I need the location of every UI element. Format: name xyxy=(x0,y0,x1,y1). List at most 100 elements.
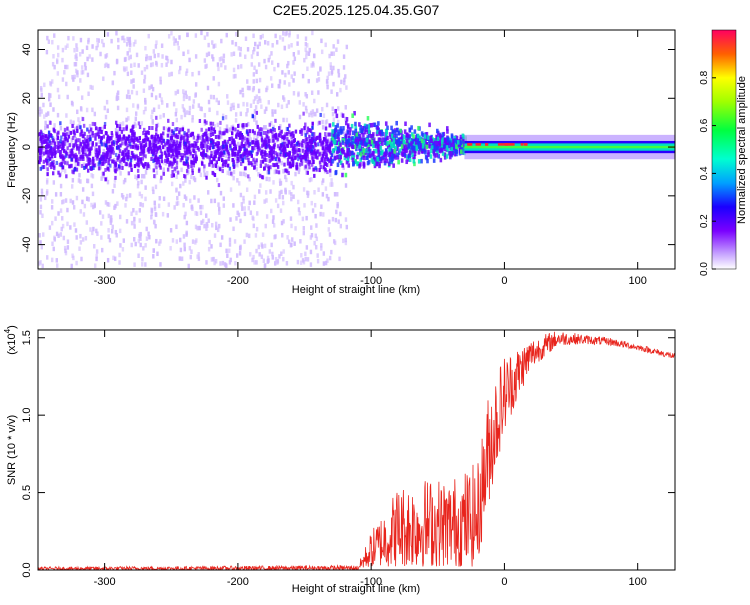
spectrogram-cell xyxy=(65,141,68,146)
spectrogram-cell xyxy=(145,54,148,59)
spectrogram-cell xyxy=(344,183,348,188)
spectrogram-cell xyxy=(92,163,96,168)
spectrogram-cell xyxy=(128,47,131,53)
spectrogram-cell xyxy=(365,124,369,129)
spectrogram-cell xyxy=(175,224,178,230)
spectrogram-cell xyxy=(334,169,338,175)
spectrogram-cell xyxy=(460,147,464,152)
spectrogram-cell xyxy=(290,131,294,136)
spectrogram-cell xyxy=(271,219,275,224)
spectrogram-cell xyxy=(320,156,324,161)
spectrogram-cell xyxy=(62,157,65,162)
spectrogram-cell xyxy=(100,221,103,226)
spectrogram-cell xyxy=(101,126,104,132)
spectrogram-cell xyxy=(77,117,80,122)
spectrogram-cell xyxy=(64,150,67,155)
spectrogram-cell xyxy=(48,163,51,168)
spectrogram-cell xyxy=(120,35,124,41)
spectrogram-cell xyxy=(271,251,274,257)
spectrogram-cell xyxy=(256,133,259,139)
spectrogram-cell xyxy=(162,138,165,143)
spectrogram-cell xyxy=(38,156,42,161)
spectrogram-cell xyxy=(277,133,281,138)
spectrogram-cell xyxy=(225,32,228,38)
spectrogram-cell xyxy=(297,207,301,212)
spectrogram-cell xyxy=(413,151,417,157)
spectrogram-cell xyxy=(170,164,174,169)
spectrogram-cell xyxy=(140,121,144,126)
spectrogram-cell xyxy=(253,109,257,114)
spectrogram-cell xyxy=(184,90,187,96)
spectrogram-cell xyxy=(118,126,122,131)
spectrogram-cell xyxy=(338,158,341,163)
spectrogram-cell xyxy=(232,138,235,143)
spectrogram-cell xyxy=(141,262,144,267)
spectrogram-cell xyxy=(151,186,155,192)
spectrogram-cell xyxy=(165,62,168,67)
spectrogram-cell xyxy=(197,252,200,257)
spectrogram-cell xyxy=(324,260,328,266)
spectrogram-cell xyxy=(211,163,215,168)
spectrogram-cell xyxy=(187,140,191,145)
spectrogram-cell xyxy=(172,141,175,146)
spectrogram-cell xyxy=(253,115,257,120)
spectrogram-cell xyxy=(50,150,54,155)
spectrogram-cell xyxy=(63,160,67,165)
spectrogram-cell xyxy=(198,118,202,123)
spectrogram-cell xyxy=(421,144,425,149)
spectrogram-cell xyxy=(347,150,351,155)
spectrogram-cell xyxy=(55,145,58,150)
spectrogram-cell xyxy=(253,146,256,151)
spectrogram-cell xyxy=(243,239,246,244)
spectrogram-cell xyxy=(197,198,200,203)
spectrogram-cell xyxy=(439,157,443,163)
spectrogram-cell xyxy=(75,260,78,266)
spectrogram-cell xyxy=(310,225,313,230)
spectrogram-cell xyxy=(134,39,137,45)
spectrogram-cell xyxy=(85,45,89,51)
spectrogram-cell xyxy=(75,126,79,131)
spectrogram-cell xyxy=(104,200,108,205)
spectrogram-cell xyxy=(264,223,267,229)
spectrogram-cell xyxy=(251,257,254,263)
spectrogram-cell xyxy=(284,72,287,78)
spectrogram-cell xyxy=(354,121,357,127)
spectrogram-cell xyxy=(103,63,107,69)
spectrogram-cell xyxy=(421,146,425,152)
spectrogram-cell xyxy=(114,229,118,235)
spectrogram-cell xyxy=(190,164,193,169)
spectrogram-cell xyxy=(175,133,178,138)
spectrogram-xtick-label: -100 xyxy=(360,275,382,287)
spectrogram-cell xyxy=(51,61,55,67)
spectrogram-cell xyxy=(50,161,53,166)
spectrogram-cell xyxy=(246,79,249,84)
spectrogram-cell xyxy=(142,152,146,157)
spectrogram-cell xyxy=(95,132,98,137)
spectrogram-cell xyxy=(59,125,63,131)
spectrogram-cell xyxy=(78,172,81,178)
spectrogram-cell xyxy=(230,52,233,57)
spectrogram-cell xyxy=(368,153,372,159)
spectrogram-cell xyxy=(264,190,268,195)
spectrogram-cell xyxy=(312,132,316,137)
spectrogram-cell xyxy=(152,142,156,147)
spectrogram-cell xyxy=(246,121,250,127)
spectrogram-cell xyxy=(182,144,186,149)
spectrogram-cell xyxy=(335,113,339,119)
spectrogram-cell xyxy=(352,152,356,157)
spectrogram-cell xyxy=(120,161,123,167)
spectrogram-cell xyxy=(216,122,220,128)
spectrogram-cell xyxy=(278,128,281,134)
spectrogram-cell xyxy=(216,144,219,149)
spectrogram-cell xyxy=(209,94,213,100)
spectrogram-cell xyxy=(313,173,316,178)
spectrogram-cell xyxy=(153,200,156,206)
spectrogram-cell xyxy=(390,133,394,139)
spectrogram-cell xyxy=(144,243,147,248)
spectrogram-cell xyxy=(289,143,293,148)
spectrogram-cell xyxy=(150,114,153,120)
spectrogram-cell xyxy=(286,63,289,69)
spectrogram-cell xyxy=(385,148,388,153)
spectrogram-cell xyxy=(312,53,316,58)
